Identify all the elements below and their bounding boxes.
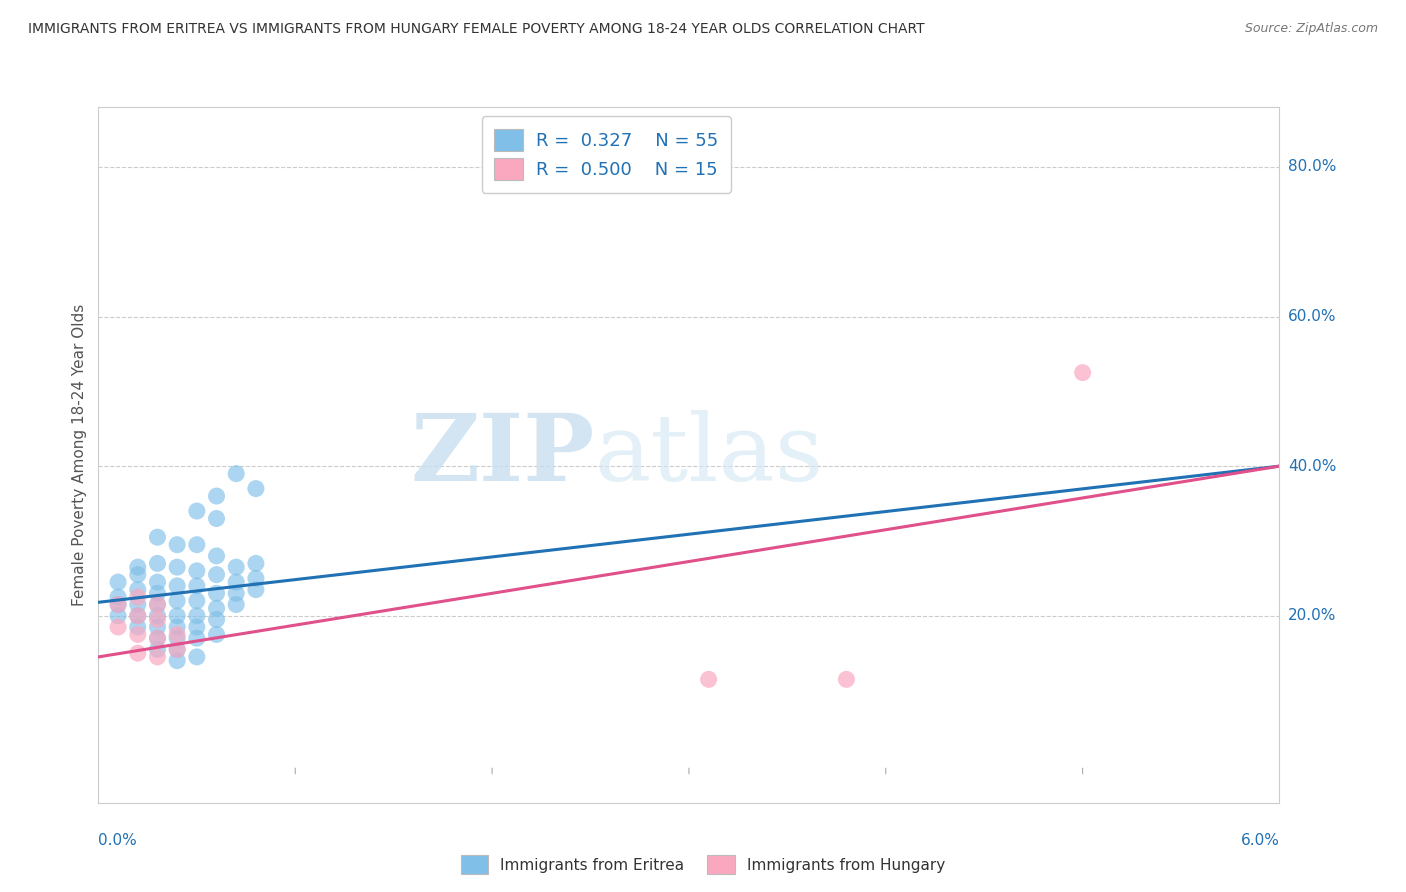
Point — [166, 654, 188, 668]
Point — [186, 594, 208, 608]
Point — [245, 482, 267, 496]
Legend: Immigrants from Eritrea, Immigrants from Hungary: Immigrants from Eritrea, Immigrants from… — [454, 849, 952, 880]
Text: ZIP: ZIP — [411, 410, 595, 500]
Point — [146, 598, 169, 612]
Point — [127, 598, 149, 612]
Point — [245, 557, 267, 571]
Point — [166, 627, 188, 641]
Point — [697, 673, 720, 687]
Point — [225, 467, 247, 481]
Point — [1071, 366, 1094, 380]
Point — [146, 557, 169, 571]
Point — [205, 567, 228, 582]
Legend: R =  0.327    N = 55, R =  0.500    N = 15: R = 0.327 N = 55, R = 0.500 N = 15 — [482, 116, 731, 193]
Point — [107, 620, 129, 634]
Point — [127, 646, 149, 660]
Point — [146, 530, 169, 544]
Point — [186, 564, 208, 578]
Point — [127, 620, 149, 634]
Point — [186, 649, 208, 664]
Text: atlas: atlas — [595, 410, 824, 500]
Point — [127, 608, 149, 623]
Point — [186, 504, 208, 518]
Point — [146, 586, 169, 600]
Point — [127, 560, 149, 574]
Point — [520, 171, 543, 186]
Point — [166, 642, 188, 657]
Point — [166, 579, 188, 593]
Point — [245, 582, 267, 597]
Point — [205, 613, 228, 627]
Point — [225, 575, 247, 590]
Point — [146, 620, 169, 634]
Point — [146, 598, 169, 612]
Point — [107, 590, 129, 604]
Point — [127, 590, 149, 604]
Point — [146, 631, 169, 645]
Point — [146, 613, 169, 627]
Point — [186, 620, 208, 634]
Point — [107, 598, 129, 612]
Point — [127, 567, 149, 582]
Point — [146, 642, 169, 657]
Point — [186, 608, 208, 623]
Point — [146, 649, 169, 664]
Point — [166, 594, 188, 608]
Point — [245, 571, 267, 585]
Point — [166, 631, 188, 645]
Text: 20.0%: 20.0% — [1288, 608, 1336, 624]
Point — [166, 560, 188, 574]
Y-axis label: Female Poverty Among 18-24 Year Olds: Female Poverty Among 18-24 Year Olds — [72, 304, 87, 606]
Point — [205, 627, 228, 641]
Point — [205, 601, 228, 615]
Point — [146, 608, 169, 623]
Text: IMMIGRANTS FROM ERITREA VS IMMIGRANTS FROM HUNGARY FEMALE POVERTY AMONG 18-24 YE: IMMIGRANTS FROM ERITREA VS IMMIGRANTS FR… — [28, 22, 925, 37]
Text: 80.0%: 80.0% — [1288, 160, 1336, 175]
Point — [205, 489, 228, 503]
Point — [146, 631, 169, 645]
Point — [205, 549, 228, 563]
Point — [225, 598, 247, 612]
Point — [225, 586, 247, 600]
Point — [835, 673, 858, 687]
Point — [205, 586, 228, 600]
Text: 6.0%: 6.0% — [1240, 833, 1279, 848]
Point — [127, 608, 149, 623]
Point — [166, 642, 188, 657]
Point — [166, 620, 188, 634]
Point — [186, 538, 208, 552]
Point — [186, 631, 208, 645]
Point — [225, 560, 247, 574]
Text: 0.0%: 0.0% — [98, 833, 138, 848]
Point — [107, 575, 129, 590]
Point — [107, 598, 129, 612]
Point — [205, 511, 228, 525]
Point — [166, 538, 188, 552]
Point — [186, 579, 208, 593]
Text: 40.0%: 40.0% — [1288, 458, 1336, 474]
Text: Source: ZipAtlas.com: Source: ZipAtlas.com — [1244, 22, 1378, 36]
Point — [127, 582, 149, 597]
Text: 60.0%: 60.0% — [1288, 309, 1336, 324]
Point — [146, 575, 169, 590]
Point — [107, 608, 129, 623]
Point — [166, 608, 188, 623]
Point — [127, 627, 149, 641]
